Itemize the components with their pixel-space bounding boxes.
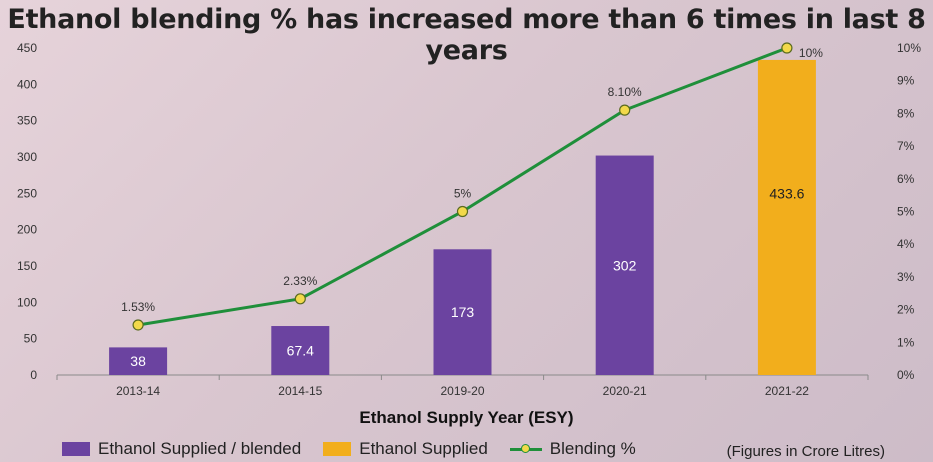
bar-value-label: 302 [613, 257, 637, 273]
y-left-tick-label: 50 [24, 332, 38, 346]
blending-value-label: 2.33% [283, 274, 317, 288]
y-left-tick-label: 250 [17, 186, 37, 200]
y-right-tick-label: 10% [897, 41, 921, 55]
x-tick-label: 2021-22 [765, 384, 809, 398]
legend-swatch [62, 442, 90, 456]
legend: Ethanol Supplied / blended Ethanol Suppli… [62, 437, 658, 461]
y-left-tick-label: 150 [17, 259, 37, 273]
y-right-tick-label: 5% [897, 205, 915, 219]
x-tick-label: 2013-14 [116, 384, 160, 398]
bar-value-label: 67.4 [287, 343, 314, 359]
blending-value-label: 10% [799, 46, 823, 60]
legend-item: Blending % [509, 439, 636, 459]
units-note: (Figures in Crore Litres) [726, 443, 885, 460]
legend-label: Blending % [549, 439, 636, 458]
chart-title: Ethanol blending % has increased more th… [7, 4, 926, 66]
bar-2014-15 [271, 326, 330, 375]
y-right-tick-label: 0% [897, 368, 915, 382]
bar-2021-22 [757, 59, 816, 376]
bar-value-label: 173 [451, 304, 475, 320]
blending-point [456, 205, 469, 218]
y-left-tick-label: 200 [17, 223, 37, 237]
legend-label: Ethanol Supplied / blended [98, 439, 302, 458]
bar-2020-21 [595, 155, 654, 375]
legend-item: Ethanol Supplied [323, 439, 488, 459]
blending-point [781, 42, 793, 54]
y-right-tick-label: 7% [897, 139, 915, 153]
y-right-tick-label: 9% [897, 74, 915, 88]
x-tick-label: 2020-21 [603, 384, 647, 398]
y-right-tick-label: 4% [897, 237, 915, 251]
x-axis-title: Ethanol Supply Year (ESY) [359, 408, 574, 427]
legend-swatch [509, 442, 542, 456]
blending-value-label: 1.53% [121, 300, 155, 314]
y-right-tick-label: 6% [897, 172, 915, 186]
y-left-tick-label: 450 [17, 41, 37, 55]
blending-value-label: 5% [454, 187, 472, 201]
bar-2013-14 [109, 347, 168, 375]
legend-swatch [323, 442, 352, 456]
y-left-tick-label: 100 [17, 295, 37, 309]
y-left-tick-label: 350 [17, 114, 37, 128]
y-right-tick-label: 1% [897, 335, 915, 349]
bar-value-label: 433.6 [769, 186, 804, 202]
legend-label: Ethanol Supplied [359, 439, 488, 458]
y-left-tick-label: 0 [30, 368, 37, 382]
bar-value-label: 38 [130, 353, 146, 369]
x-tick-label: 2014-15 [278, 384, 322, 398]
blending-value-label: 8.10% [608, 85, 642, 99]
bar-2019-20 [433, 249, 492, 375]
y-left-tick-label: 400 [17, 77, 37, 91]
y-right-tick-label: 2% [897, 303, 915, 317]
y-right-tick-label: 3% [897, 270, 915, 284]
blending-point [619, 104, 631, 116]
x-tick-label: 2019-20 [440, 384, 484, 398]
blending-point [294, 293, 306, 305]
legend-item: Ethanol Supplied / blended [62, 439, 301, 459]
y-right-tick-label: 8% [897, 106, 915, 120]
blending-point [132, 319, 144, 331]
y-left-tick-label: 300 [17, 150, 37, 164]
